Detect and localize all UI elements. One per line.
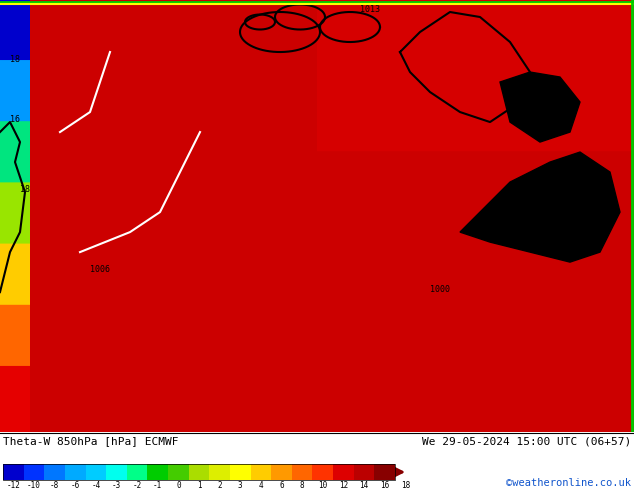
Text: 16: 16 bbox=[380, 481, 389, 490]
Text: 0: 0 bbox=[176, 481, 181, 490]
Text: 1: 1 bbox=[197, 481, 202, 490]
Bar bbox=[209, 464, 230, 480]
Text: 16: 16 bbox=[10, 115, 20, 124]
Bar bbox=[3, 464, 395, 480]
Bar bbox=[250, 464, 271, 480]
Text: 18: 18 bbox=[401, 481, 410, 490]
Text: 1005: 1005 bbox=[490, 225, 510, 234]
Text: 1006: 1006 bbox=[90, 265, 110, 274]
Polygon shape bbox=[500, 72, 580, 142]
Text: 18: 18 bbox=[20, 185, 30, 194]
Bar bbox=[148, 464, 168, 480]
Text: 2: 2 bbox=[217, 481, 222, 490]
Text: We 29-05-2024 15:00 UTC (06+57): We 29-05-2024 15:00 UTC (06+57) bbox=[422, 436, 631, 446]
Text: -6: -6 bbox=[70, 481, 80, 490]
Text: -8: -8 bbox=[50, 481, 59, 490]
Bar bbox=[86, 464, 106, 480]
Text: -1: -1 bbox=[153, 481, 162, 490]
Bar bbox=[23, 464, 44, 480]
Bar bbox=[292, 464, 313, 480]
Text: -3: -3 bbox=[112, 481, 121, 490]
Bar bbox=[168, 464, 189, 480]
Bar bbox=[374, 464, 395, 480]
Bar bbox=[106, 464, 127, 480]
Bar bbox=[354, 464, 374, 480]
Bar bbox=[44, 464, 65, 480]
Text: 12: 12 bbox=[339, 481, 348, 490]
Text: 6: 6 bbox=[279, 481, 284, 490]
Bar bbox=[333, 464, 354, 480]
Bar bbox=[271, 464, 292, 480]
Text: 1013: 1013 bbox=[360, 5, 380, 14]
Bar bbox=[65, 464, 86, 480]
Bar bbox=[313, 464, 333, 480]
Text: 8: 8 bbox=[300, 481, 304, 490]
Text: Theta-W 850hPa [hPa] ECMWF: Theta-W 850hPa [hPa] ECMWF bbox=[3, 436, 179, 446]
Text: 4: 4 bbox=[259, 481, 263, 490]
Bar bbox=[230, 464, 250, 480]
Text: 10: 10 bbox=[318, 481, 327, 490]
Text: 3: 3 bbox=[238, 481, 243, 490]
Text: -10: -10 bbox=[27, 481, 41, 490]
Text: -4: -4 bbox=[91, 481, 100, 490]
Text: -12: -12 bbox=[6, 481, 20, 490]
Text: 14: 14 bbox=[359, 481, 369, 490]
Bar bbox=[189, 464, 209, 480]
Text: -2: -2 bbox=[133, 481, 142, 490]
Text: 18: 18 bbox=[10, 55, 20, 64]
Text: 1000: 1000 bbox=[430, 285, 450, 294]
Bar bbox=[127, 464, 148, 480]
Polygon shape bbox=[460, 152, 620, 262]
Bar bbox=[3, 464, 23, 480]
Text: ©weatheronline.co.uk: ©weatheronline.co.uk bbox=[506, 478, 631, 488]
